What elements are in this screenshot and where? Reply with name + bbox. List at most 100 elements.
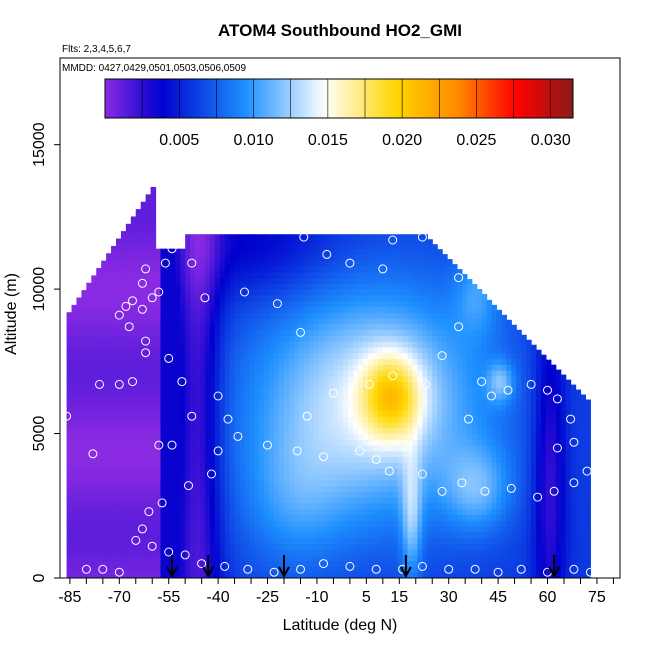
field-cell <box>244 410 251 417</box>
field-cell <box>214 520 221 527</box>
field-cell <box>422 346 428 354</box>
field-cell <box>244 462 251 469</box>
field-cell <box>71 318 78 325</box>
field-cell <box>279 566 285 573</box>
field-cell <box>486 433 493 440</box>
field-cell <box>150 491 157 498</box>
field-cell <box>447 422 453 429</box>
field-cell <box>170 381 176 388</box>
field-cell <box>130 462 137 469</box>
field-cell <box>318 520 325 527</box>
field-cell <box>86 520 92 527</box>
field-cell <box>86 526 92 533</box>
field-cell <box>348 445 354 452</box>
field-cell <box>160 300 167 308</box>
field-cell <box>120 370 127 377</box>
field-cell <box>368 242 374 250</box>
field-cell <box>234 242 241 250</box>
field-cell <box>392 329 399 336</box>
field-cell <box>456 462 463 469</box>
field-cell <box>442 479 448 487</box>
field-cell <box>382 520 389 527</box>
field-cell <box>120 502 127 510</box>
field-cell <box>269 554 275 562</box>
field-cell <box>432 514 438 521</box>
field-cell <box>417 329 423 336</box>
field-cell <box>229 422 236 429</box>
field-cell <box>348 439 354 446</box>
field-cell <box>239 398 246 406</box>
field-cell <box>125 277 132 284</box>
field-cell <box>417 387 423 394</box>
field-cell <box>471 300 478 308</box>
field-cell <box>338 381 344 388</box>
field-cell <box>298 266 305 273</box>
field-cell <box>200 352 206 360</box>
field-cell <box>308 370 315 377</box>
field-cell <box>165 341 171 348</box>
field-cell <box>308 531 315 539</box>
field-cell <box>244 433 251 440</box>
field-cell <box>86 462 92 469</box>
field-cell <box>130 283 137 290</box>
field-cell <box>358 306 364 313</box>
field-cell <box>432 375 438 383</box>
field-cell <box>402 335 409 342</box>
field-cell <box>259 572 265 578</box>
field-cell <box>244 346 251 354</box>
field-cell <box>471 474 478 481</box>
field-cell <box>249 266 255 273</box>
field-cell <box>427 560 433 568</box>
field-cell <box>229 234 236 238</box>
field-cell <box>145 554 152 562</box>
field-cell <box>91 289 97 296</box>
field-cell <box>368 491 374 498</box>
field-cell <box>422 416 428 423</box>
field-cell <box>150 277 157 284</box>
field-cell <box>456 312 463 319</box>
field-cell <box>170 479 176 487</box>
field-cell <box>106 370 112 377</box>
field-cell <box>412 427 419 435</box>
field-cell <box>224 497 231 504</box>
field-cell <box>363 566 369 573</box>
field-cell <box>234 346 241 354</box>
field-cell <box>313 514 320 521</box>
field-cell <box>195 341 201 348</box>
field-cell <box>239 271 246 279</box>
field-cell <box>437 439 443 446</box>
field-cell <box>200 242 206 250</box>
field-cell <box>318 404 325 412</box>
field-cell <box>185 508 191 516</box>
field-cell <box>96 537 102 544</box>
field-cell <box>180 445 186 452</box>
field-cell <box>397 520 404 527</box>
field-cell <box>66 474 73 481</box>
field-cell <box>165 537 171 544</box>
field-cell <box>249 398 255 406</box>
field-cell <box>333 410 339 417</box>
field-cell <box>313 531 320 539</box>
field-cell <box>229 341 236 348</box>
field-cell <box>427 242 433 250</box>
field-cell <box>234 537 241 544</box>
field-cell <box>422 277 428 284</box>
field-cell <box>150 497 157 504</box>
field-cell <box>466 474 473 481</box>
field-cell <box>125 433 132 440</box>
field-cell <box>308 514 315 521</box>
field-cell <box>190 300 196 308</box>
field-cell <box>442 497 448 504</box>
field-cell <box>338 248 344 256</box>
field-cell <box>363 514 369 521</box>
field-cell <box>348 341 354 348</box>
field-cell <box>135 341 142 348</box>
field-cell <box>353 508 359 516</box>
field-cell <box>392 387 399 394</box>
field-cell <box>259 289 265 296</box>
field-cell <box>288 341 295 348</box>
field-cell <box>135 502 142 510</box>
field-cell <box>293 294 300 302</box>
field-cell <box>130 572 137 578</box>
field-cell <box>249 300 255 308</box>
